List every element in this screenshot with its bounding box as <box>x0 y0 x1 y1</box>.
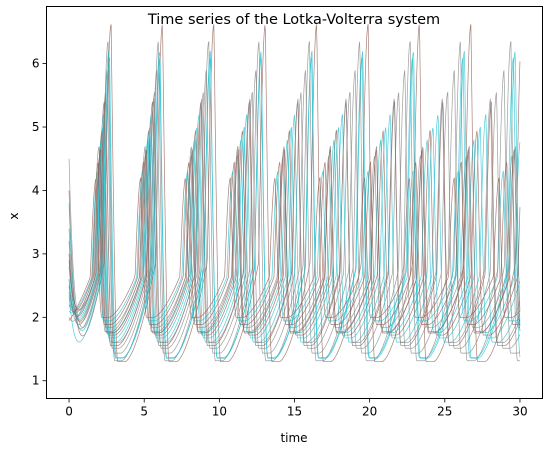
x-tick-label: 30 <box>512 405 527 419</box>
y-tick-label: 2 <box>32 310 40 324</box>
x-tick-label: 15 <box>287 405 302 419</box>
x-tick-label: 10 <box>212 405 227 419</box>
y-tick-label: 1 <box>32 374 40 388</box>
y-axis-label: x <box>7 212 21 219</box>
x-tick-label: 20 <box>362 405 377 419</box>
y-tick-label: 6 <box>32 57 40 71</box>
x-tick-label: 0 <box>65 405 73 419</box>
y-tick-label: 4 <box>32 183 40 197</box>
y-tick-label: 3 <box>32 247 40 261</box>
x-axis-label: time <box>280 431 307 445</box>
x-tick-label: 25 <box>437 405 452 419</box>
y-tick-label: 5 <box>32 120 40 134</box>
chart-title: Time series of the Lotka-Volterra system <box>147 12 440 28</box>
x-tick-label: 5 <box>140 405 148 419</box>
